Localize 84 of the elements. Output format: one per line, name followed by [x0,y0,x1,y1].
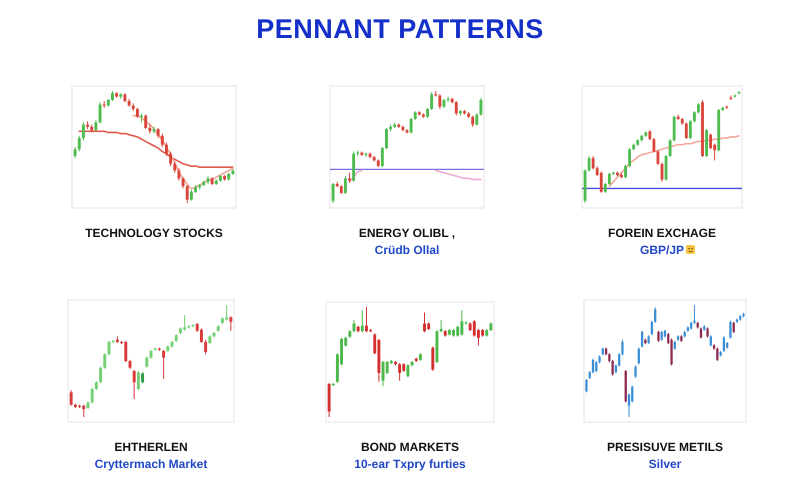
candlestick [200,328,203,344]
text: PRESISUVE METILS [606,440,724,454]
candlestick [82,122,85,141]
candlestick [380,146,384,168]
candlestick [136,370,140,391]
text: Silver [648,457,682,471]
candlestick [648,130,652,141]
candlestick [624,164,627,179]
text: EHTHERLEN [114,440,188,454]
candlestick [638,347,640,365]
candlestick [592,155,595,170]
candlestick [440,320,443,333]
text: BOND MARKETS [361,440,459,454]
candlestick [111,90,114,102]
candlestick [410,117,413,134]
candlestick [124,340,128,363]
candlestick [475,112,478,126]
candlestick [190,189,193,202]
candlestick [352,320,356,333]
candlestick [108,340,110,356]
candlestick [460,310,464,336]
candlestick [156,127,160,139]
candlestick [169,150,172,167]
candlestick [229,316,232,332]
candlestick [99,366,102,384]
candlestick [385,127,388,150]
candlestick [438,94,442,110]
candlestick [430,92,434,111]
text: FOREIN EXCHAGE [608,226,716,240]
candlestick [70,390,73,406]
candlestick [162,349,166,380]
candlestick [364,306,368,333]
candlestick [406,364,410,378]
candlestick [204,339,208,355]
candlestick [664,154,668,182]
candlestick [90,387,94,404]
candlestick [431,346,434,372]
candlestick [344,176,347,195]
text: GBP/JP [640,243,684,257]
candlestick [608,172,611,186]
text: 10-ear Txpry furties [354,457,466,471]
candlestick [177,168,180,182]
candlestick [426,107,429,118]
candlestick [716,347,719,362]
candlestick [165,142,168,156]
text: Crüdb Ollal [374,243,440,257]
text: PENNANT PATTERNS [256,14,544,44]
candlestick [732,321,735,334]
candlestick [423,312,426,333]
candlestick [132,369,136,400]
text: ENERGY OLIBL , [358,226,456,240]
candlestick [136,107,139,118]
candlestick [652,138,656,154]
candlestick [693,304,696,325]
candlestick [74,146,77,159]
candlestick [710,334,712,347]
candlestick [588,155,591,172]
candlestick [688,120,692,140]
text: Cryttermach Market [94,457,208,471]
candlestick [660,330,663,342]
candlestick [628,148,632,168]
candlestick [225,304,228,322]
candlestick [98,102,102,124]
candlestick [182,176,185,189]
candlestick [656,150,660,166]
candlestick [692,110,696,123]
candlestick [660,162,664,182]
candlestick [145,356,148,368]
candlestick [160,133,164,148]
candlestick [672,115,676,142]
candlestick [604,182,607,194]
candlestick [183,314,186,332]
text: TECHNOLOGY STOCKS [85,226,223,240]
candlestick [382,360,384,387]
candlestick [709,133,712,150]
candlestick [141,372,144,384]
candlestick [479,97,482,116]
candlestick [332,182,335,204]
candlestick [94,120,98,132]
candlestick [668,138,672,158]
candlestick [144,114,148,130]
candlestick [697,102,700,114]
candlestick [398,362,402,382]
candlestick [348,172,351,184]
